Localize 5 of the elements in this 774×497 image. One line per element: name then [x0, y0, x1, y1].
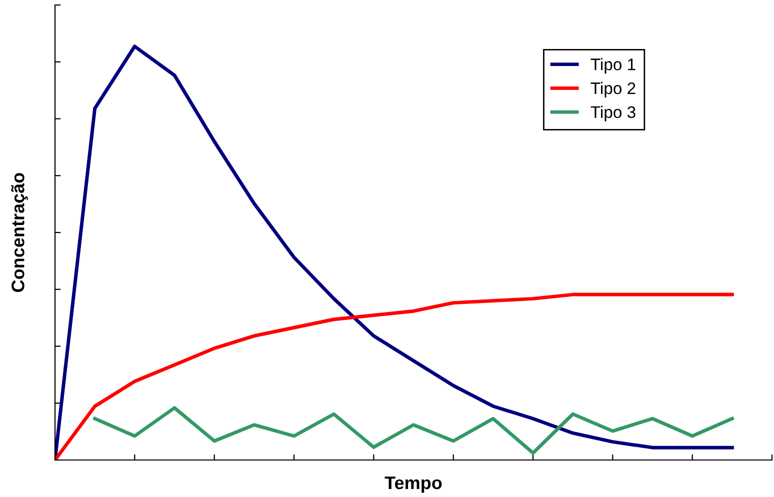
legend-label: Tipo 3 [590, 106, 636, 122]
y-axis-title: Concentração [11, 173, 28, 292]
legend-label: Tipo 2 [590, 82, 636, 98]
legend-label: Tipo 1 [590, 58, 636, 74]
x-axis-title: Tempo [384, 476, 442, 493]
